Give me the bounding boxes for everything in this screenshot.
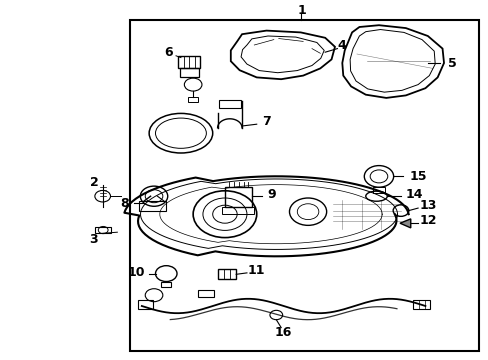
- Bar: [178, 56, 200, 68]
- Bar: [198, 290, 213, 297]
- Text: 2: 2: [89, 176, 98, 189]
- Bar: [95, 227, 111, 233]
- Bar: [412, 300, 429, 309]
- Text: 11: 11: [247, 264, 265, 276]
- Bar: [138, 300, 153, 309]
- Text: 8: 8: [120, 197, 129, 210]
- Bar: [188, 97, 198, 102]
- Text: 12: 12: [418, 214, 436, 227]
- Bar: [129, 20, 478, 351]
- Bar: [222, 207, 254, 214]
- Text: 13: 13: [418, 199, 436, 212]
- Bar: [161, 282, 171, 287]
- Bar: [139, 201, 166, 211]
- Text: 7: 7: [262, 115, 270, 128]
- Text: 4: 4: [337, 39, 346, 51]
- Bar: [372, 187, 385, 193]
- Text: 16: 16: [274, 327, 292, 339]
- Bar: [180, 68, 198, 77]
- Polygon shape: [399, 219, 410, 228]
- Text: 14: 14: [405, 188, 423, 201]
- Text: 9: 9: [266, 188, 275, 201]
- Text: 1: 1: [297, 4, 306, 17]
- Bar: [224, 187, 251, 207]
- Text: 5: 5: [447, 57, 456, 69]
- Text: 3: 3: [89, 233, 98, 246]
- Text: 6: 6: [164, 46, 173, 59]
- Bar: [219, 100, 240, 108]
- Bar: [217, 269, 236, 279]
- Text: 15: 15: [408, 170, 426, 183]
- Text: 10: 10: [127, 266, 144, 279]
